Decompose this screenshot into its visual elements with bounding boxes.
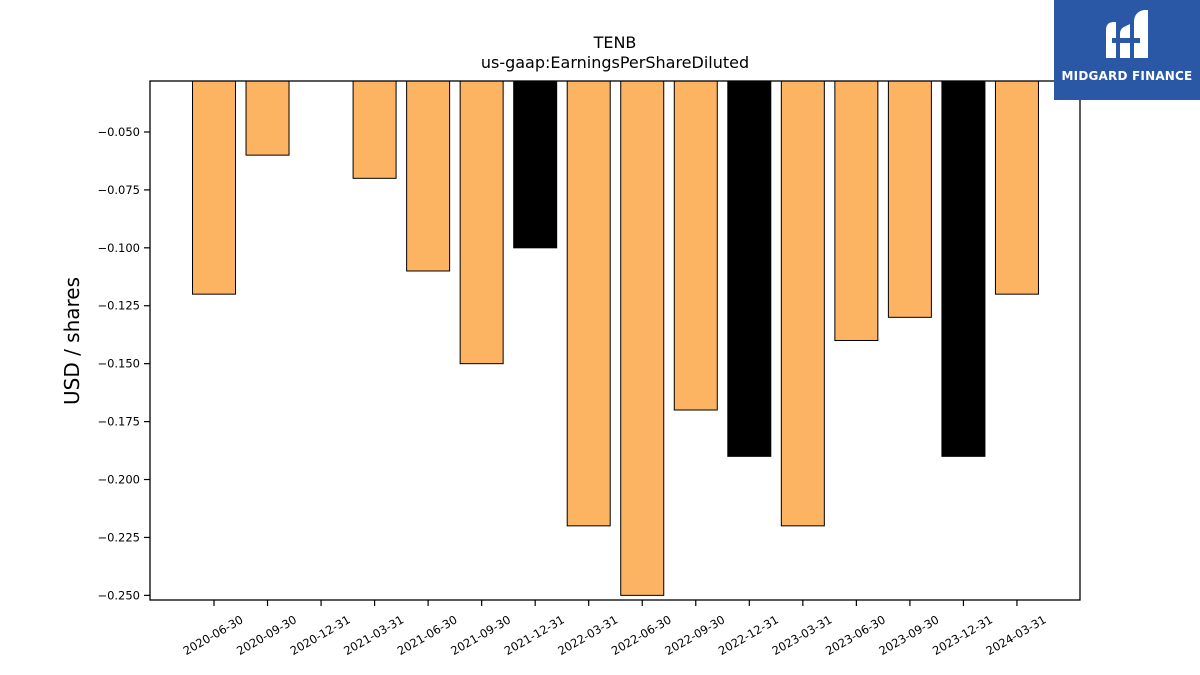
x-tick-label: 2022-06-30 [609, 612, 674, 658]
bar-2023-12-31 [941, 80, 986, 457]
x-tick-label: 2021-09-30 [448, 612, 513, 658]
bar-2023-09-30 [887, 80, 932, 318]
bars-group [192, 80, 1039, 596]
y-axis: −0.050 −0.075 −0.100 −0.125 −0.150 −0.175 −0.2… [97, 125, 150, 602]
y-tick-label: −0.100 [97, 241, 140, 255]
y-tick-label: −0.075 [97, 183, 140, 197]
y-tick-label: −0.250 [97, 588, 140, 602]
plot-frame [149, 80, 1081, 601]
x-tick-label: 2020-09-30 [234, 612, 299, 658]
brand-logo: MIDGARD FINANCE [1054, 0, 1200, 100]
x-tick-label: 2021-06-30 [395, 612, 460, 658]
x-tick-label: 2020-12-31 [288, 612, 353, 658]
bar-2021-06-30 [406, 80, 451, 272]
x-axis: 2020-06-302020-09-302020-12-312021-03-31… [181, 600, 1049, 658]
x-tick-label: 2021-12-31 [502, 612, 567, 658]
bar-2020-06-30 [192, 80, 236, 295]
bar-2021-09-30 [459, 80, 504, 365]
bar-2023-03-31 [780, 80, 825, 527]
bar-2022-06-30 [620, 80, 665, 596]
x-tick-label: 2023-09-30 [877, 612, 942, 658]
chart-subtitle: us-gaap:EarningsPerShareDiluted [481, 53, 749, 72]
y-tick-label: −0.125 [97, 299, 140, 313]
x-tick-label: 2022-03-31 [555, 612, 620, 658]
x-tick-label: 2020-06-30 [181, 612, 246, 658]
x-tick-label: 2023-06-30 [823, 612, 888, 658]
x-tick-label: 2024-03-31 [984, 612, 1049, 658]
x-tick-label: 2022-12-31 [716, 612, 781, 658]
bar-2022-09-30 [673, 80, 718, 411]
bar-2021-12-31 [513, 80, 558, 249]
bar-2021-03-31 [352, 80, 397, 179]
y-axis-label: USD / shares [60, 277, 84, 405]
y-tick-label: −0.050 [97, 125, 140, 139]
brand-name: MIDGARD FINANCE [1061, 69, 1193, 83]
bar-2024-03-31 [994, 80, 1039, 295]
y-tick-label: −0.150 [97, 357, 140, 371]
x-tick-label: 2023-12-31 [930, 612, 995, 658]
bar-2022-12-31 [727, 80, 772, 457]
bar-2022-03-31 [566, 80, 611, 527]
y-tick-label: −0.200 [97, 473, 140, 487]
bar-2020-09-30 [245, 80, 290, 156]
bar-2023-06-30 [834, 80, 879, 341]
y-tick-label: −0.225 [97, 530, 140, 544]
y-tick-label: −0.175 [97, 415, 140, 429]
x-tick-label: 2023-03-31 [769, 612, 834, 658]
chart-title: TENB [593, 33, 637, 52]
x-tick-label: 2021-03-31 [341, 612, 406, 658]
midgard-m-logo-icon [1106, 10, 1148, 58]
x-tick-label: 2022-09-30 [662, 612, 727, 658]
